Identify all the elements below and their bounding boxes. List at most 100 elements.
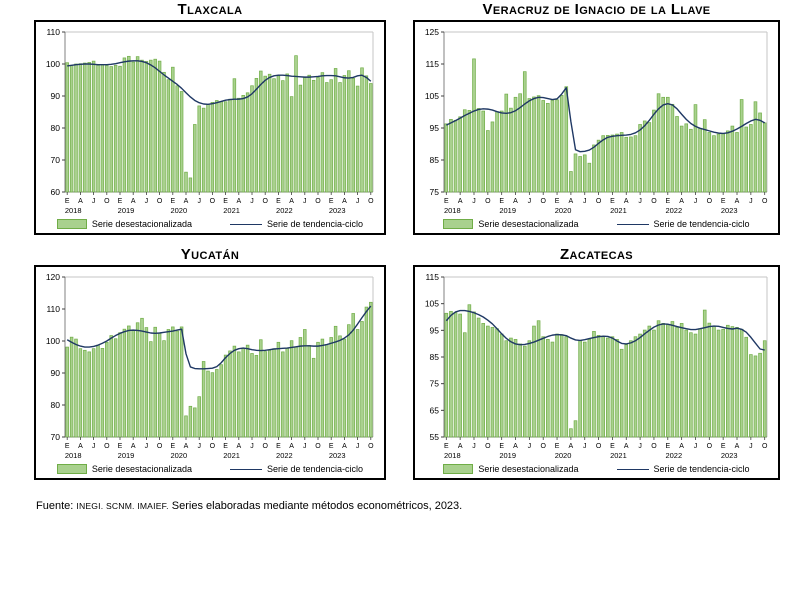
svg-text:A: A (679, 198, 684, 205)
svg-text:J: J (749, 443, 753, 450)
source-text: Series elaboradas mediante métodos econo… (171, 500, 463, 512)
svg-text:J: J (583, 198, 587, 205)
svg-text:2023: 2023 (721, 206, 738, 215)
svg-text:O: O (485, 198, 491, 205)
svg-text:J: J (145, 198, 149, 205)
svg-text:O: O (596, 198, 602, 205)
svg-text:2020: 2020 (555, 206, 572, 215)
svg-text:E: E (170, 198, 175, 205)
svg-text:100: 100 (46, 59, 60, 69)
legend-bar-swatch (56, 464, 87, 474)
chart-panel: 70 80 90 100 110 120 E 2018 A J O E 2019 A J O E 2020 A J O E… (34, 265, 386, 480)
svg-text:2022: 2022 (276, 451, 293, 460)
plot-frame (443, 31, 768, 193)
svg-text:2023: 2023 (329, 451, 346, 460)
svg-text:O: O (762, 443, 768, 450)
svg-text:E: E (499, 198, 504, 205)
svg-text:E: E (118, 198, 123, 205)
svg-text:O: O (210, 198, 216, 205)
svg-text:O: O (540, 443, 546, 450)
legend-line-label: Serie de tendencia-ciclo (267, 219, 364, 229)
svg-text:O: O (157, 198, 163, 205)
svg-text:J: J (472, 443, 476, 450)
svg-text:O: O (707, 198, 713, 205)
svg-text:O: O (651, 443, 657, 450)
legend-line-swatch (230, 223, 262, 225)
svg-text:85: 85 (430, 352, 440, 362)
svg-text:E: E (499, 443, 504, 450)
svg-text:65: 65 (430, 405, 440, 415)
legend-line-swatch (616, 468, 649, 470)
legend-bar-label: Serie desestacionalizada (478, 464, 579, 474)
legend-line-swatch (616, 223, 649, 225)
trend-line-serie-tendencia-ciclo (446, 86, 766, 153)
svg-text:O: O (368, 198, 374, 205)
svg-text:J: J (528, 443, 532, 450)
svg-text:2020: 2020 (170, 206, 187, 215)
svg-text:J: J (528, 198, 532, 205)
svg-text:A: A (735, 443, 740, 450)
svg-text:2019: 2019 (118, 206, 135, 215)
svg-text:2019: 2019 (499, 451, 516, 460)
svg-text:A: A (569, 443, 574, 450)
svg-text:95: 95 (430, 123, 440, 133)
svg-text:A: A (78, 443, 83, 450)
svg-text:J: J (638, 198, 642, 205)
svg-text:55: 55 (430, 432, 440, 442)
svg-text:80: 80 (51, 400, 61, 410)
bars-serie-desestacionalizada (444, 58, 767, 193)
svg-text:105: 105 (425, 299, 439, 309)
svg-text:J: J (145, 443, 149, 450)
svg-text:A: A (735, 198, 740, 205)
svg-text:J: J (303, 443, 307, 450)
plot-area: 55 65 75 85 95 105 115 E 2018 A J O E 2019 A J O E 2020 A J O… (417, 269, 776, 463)
svg-text:2023: 2023 (329, 206, 346, 215)
svg-text:2021: 2021 (610, 451, 627, 460)
svg-text:75: 75 (430, 379, 440, 389)
svg-text:O: O (315, 198, 321, 205)
svg-text:J: J (250, 443, 254, 450)
svg-text:A: A (458, 198, 463, 205)
source-label: Fuente: (36, 500, 74, 512)
svg-text:2022: 2022 (276, 206, 293, 215)
svg-text:E: E (555, 198, 560, 205)
svg-text:J: J (472, 198, 476, 205)
legend-bar-swatch (443, 464, 474, 474)
svg-text:A: A (513, 198, 518, 205)
chart-legend: Serie desestacionalizada Serie de tenden… (38, 218, 382, 232)
y-axis: 75 85 95 105 115 125 (425, 27, 444, 197)
svg-text:O: O (157, 443, 163, 450)
svg-text:J: J (638, 443, 642, 450)
svg-text:115: 115 (425, 272, 439, 282)
svg-text:2022: 2022 (665, 451, 682, 460)
svg-text:E: E (444, 443, 449, 450)
chart-panel: 75 85 95 105 115 125 E 2018 A J O E 2019 A J O E 2020 A J O E… (413, 20, 780, 235)
chart-legend: Serie desestacionalizada Serie de tenden… (417, 218, 776, 232)
svg-text:2022: 2022 (665, 206, 682, 215)
svg-text:J: J (197, 198, 201, 205)
svg-text:A: A (184, 198, 189, 205)
svg-text:E: E (610, 198, 615, 205)
svg-text:2020: 2020 (555, 451, 572, 460)
charts-grid: Tlaxcala 60 70 80 90 100 110 E 2018 A J O E 2019 A J O E… (34, 2, 780, 480)
svg-text:60: 60 (51, 187, 61, 197)
svg-text:A: A (624, 198, 629, 205)
svg-text:E: E (610, 443, 615, 450)
svg-text:J: J (92, 443, 96, 450)
svg-text:A: A (458, 443, 463, 450)
svg-text:E: E (665, 443, 670, 450)
svg-text:80: 80 (51, 123, 61, 133)
svg-text:O: O (104, 443, 110, 450)
svg-text:95: 95 (430, 325, 440, 335)
bars-serie-desestacionalizada (65, 301, 373, 438)
svg-text:E: E (555, 443, 560, 450)
svg-text:A: A (236, 198, 241, 205)
chart-title: Yucatán (180, 246, 240, 263)
svg-text:A: A (569, 198, 574, 205)
svg-text:A: A (289, 198, 294, 205)
legend-line-label: Serie de tendencia-ciclo (653, 219, 750, 229)
